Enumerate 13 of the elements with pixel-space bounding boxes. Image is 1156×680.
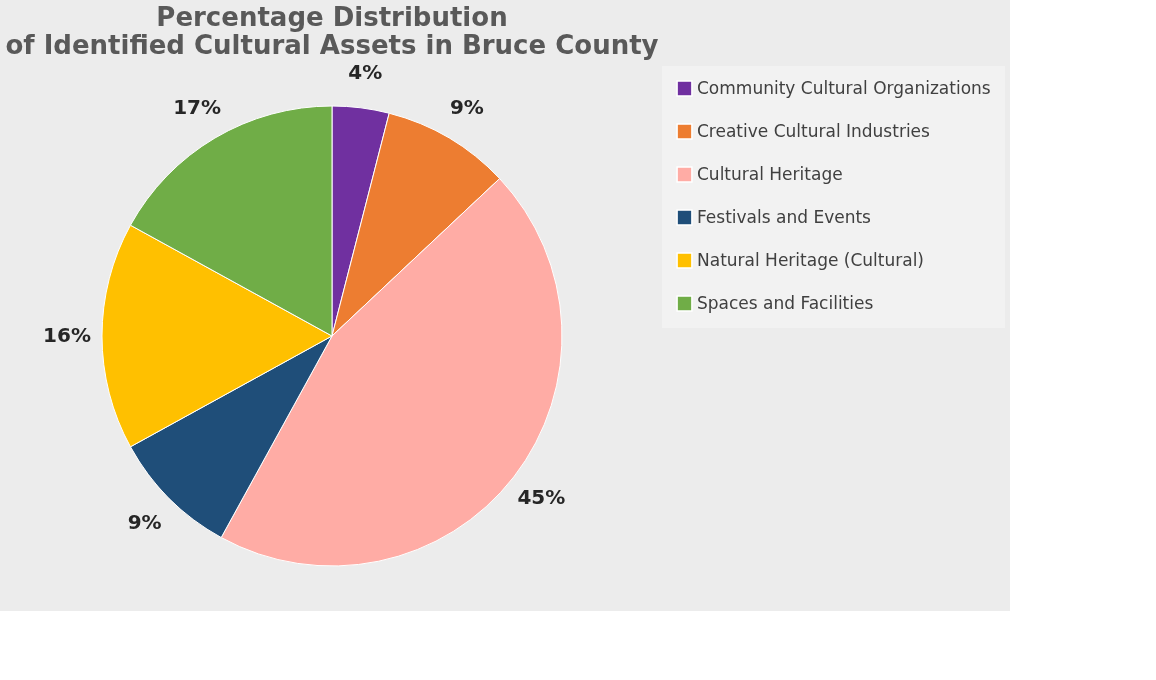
data-label: 16%: [43, 323, 91, 347]
data-label: 45%: [517, 485, 566, 510]
data-label: 17%: [173, 94, 222, 119]
legend-label: Festivals and Events: [697, 206, 872, 227]
data-label: 4%: [348, 60, 383, 85]
data-label: 9%: [127, 510, 162, 535]
data-label: 9%: [449, 94, 484, 119]
legend-label: Spaces and Facilities: [697, 292, 874, 313]
text: Percentage Distribution: [156, 2, 508, 33]
legend-label: Cultural Heritage: [697, 163, 843, 184]
legend-label: Natural Heritage (Cultural): [697, 249, 925, 270]
legend-label: Community Cultural Organizations: [697, 77, 991, 98]
legend-label: Creative Cultural Industries: [697, 120, 931, 141]
